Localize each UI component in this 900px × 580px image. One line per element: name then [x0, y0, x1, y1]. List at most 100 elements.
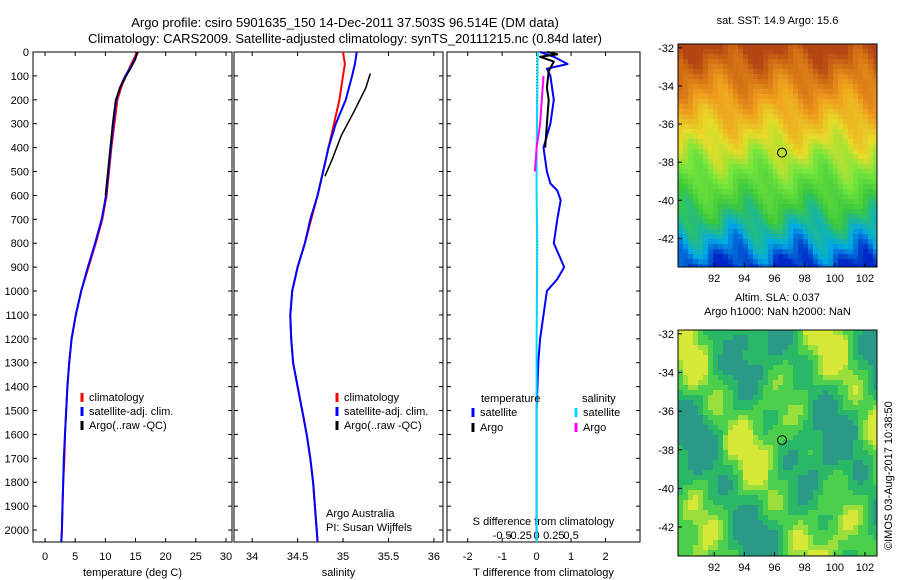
map-cell	[708, 169, 713, 174]
map-cell	[688, 500, 693, 505]
map-cell	[848, 345, 853, 350]
map-cell	[768, 360, 773, 365]
map-cell	[748, 204, 753, 209]
map-cell	[803, 174, 808, 179]
map-cell	[828, 425, 833, 430]
map-cell	[773, 54, 778, 59]
map-cell	[863, 139, 868, 144]
map-cell	[838, 194, 843, 199]
figure-title-line2: Climatology: CARS2009. Satellite-adjuste…	[88, 31, 602, 46]
map-cell	[853, 84, 858, 89]
map-cell	[728, 510, 733, 515]
map-cell	[853, 375, 858, 380]
map-cell	[808, 520, 813, 525]
map-cell	[773, 124, 778, 129]
map-cell	[838, 500, 843, 505]
map-cell	[843, 355, 848, 360]
map-cell	[768, 480, 773, 485]
map-cell	[868, 425, 873, 430]
map-cell	[718, 89, 723, 94]
map-cell	[773, 234, 778, 239]
map-cell	[688, 440, 693, 445]
map-cell	[788, 330, 793, 335]
map-cell	[783, 445, 788, 450]
map-cell	[763, 159, 768, 164]
map-cell	[748, 440, 753, 445]
map-cell	[773, 385, 778, 390]
map-cell	[853, 79, 858, 84]
map-cell	[813, 415, 818, 420]
map-cell	[723, 214, 728, 219]
map-cell	[803, 109, 808, 114]
map-cell	[853, 360, 858, 365]
map-cell	[778, 415, 783, 420]
map-cell	[863, 149, 868, 154]
map-cell	[863, 515, 868, 520]
map-cell	[798, 154, 803, 159]
map-cell	[823, 99, 828, 104]
map-cell	[703, 164, 708, 169]
map-cell	[698, 420, 703, 425]
map-cell	[678, 345, 683, 350]
map-cell	[698, 189, 703, 194]
map-cell	[813, 194, 818, 199]
map-cell	[678, 445, 683, 450]
map-cell	[763, 54, 768, 59]
map-cell	[783, 199, 788, 204]
map-cell	[768, 129, 773, 134]
map-cell	[798, 209, 803, 214]
map-cell	[868, 475, 873, 480]
map-cell	[683, 159, 688, 164]
map-cell	[688, 330, 693, 335]
map-cell	[803, 99, 808, 104]
map-cell	[688, 209, 693, 214]
map-cell	[818, 355, 823, 360]
map-cell	[813, 420, 818, 425]
map-cell	[868, 550, 873, 555]
map-cell	[848, 390, 853, 395]
map-cell	[868, 525, 873, 530]
map-cell	[828, 139, 833, 144]
map-cell	[778, 335, 783, 340]
map-cell	[843, 159, 848, 164]
map-cell	[788, 335, 793, 340]
map-cell	[848, 54, 853, 59]
map-cell	[738, 204, 743, 209]
map-cell	[873, 380, 877, 385]
map-cell	[833, 350, 838, 355]
map-cell	[868, 204, 873, 209]
map-cell	[803, 335, 808, 340]
map-cell	[733, 179, 738, 184]
map-cell	[808, 505, 813, 510]
map-cell	[838, 380, 843, 385]
map-cell	[698, 149, 703, 154]
map-cell	[678, 390, 683, 395]
map-cell	[773, 64, 778, 69]
map-cell	[808, 440, 813, 445]
map-cell	[743, 410, 748, 415]
map-cell	[783, 159, 788, 164]
map-cell	[683, 425, 688, 430]
map-cell	[688, 99, 693, 104]
map-cell	[823, 239, 828, 244]
map-cell	[783, 74, 788, 79]
map-cell	[858, 380, 863, 385]
map-cell	[833, 84, 838, 89]
map-cell	[713, 405, 718, 410]
map-cell	[858, 114, 863, 119]
map-cell	[733, 500, 738, 505]
map-cell	[743, 209, 748, 214]
map-cell	[748, 104, 753, 109]
map-cell	[763, 64, 768, 69]
map-cell	[768, 74, 773, 79]
map-cell	[773, 249, 778, 254]
map-cell	[803, 480, 808, 485]
map-cell	[713, 224, 718, 229]
map-cell	[853, 89, 858, 94]
map-cell	[758, 390, 763, 395]
map-cell	[698, 199, 703, 204]
map-cell	[713, 99, 718, 104]
map-cell	[783, 500, 788, 505]
map-cell	[728, 420, 733, 425]
map-cell	[868, 154, 873, 159]
